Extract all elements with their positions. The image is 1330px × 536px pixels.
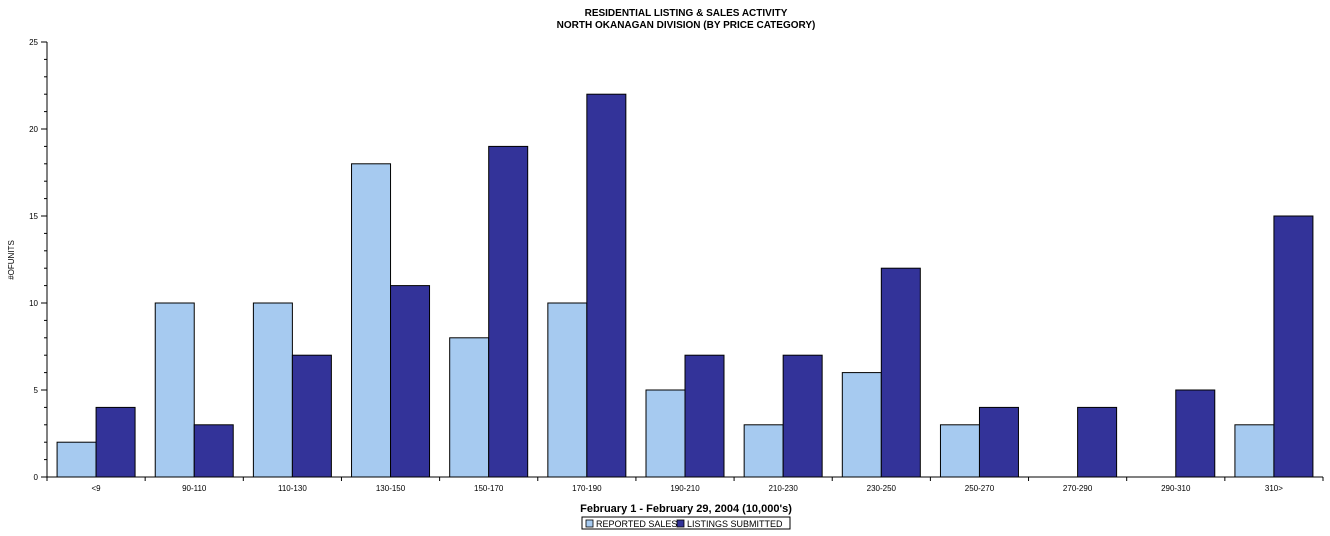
x-tick-label: 250-270 — [965, 484, 995, 493]
bar-listings-submitted — [1175, 389, 1216, 478]
bar-reported-sales — [252, 302, 293, 478]
x-tick-label: 210-230 — [768, 484, 798, 493]
y-tick-label: 25 — [29, 38, 38, 47]
bar-listings-submitted — [782, 354, 823, 478]
x-tick-label: 190-210 — [670, 484, 700, 493]
bar-reported-sales — [449, 337, 490, 478]
bar-listings-submitted — [1077, 406, 1118, 478]
y-tick-label: 20 — [29, 125, 38, 134]
bar-listings-submitted — [880, 267, 921, 478]
legend-box — [581, 516, 791, 530]
plot-area: 0 5 10 15 20 25 <9 90-110 110-130 130-150 150-170 1… — [29, 38, 1324, 493]
chart-subtitle: NORTH OKANAGAN DIVISION (BY PRICE CATEGO… — [557, 20, 816, 31]
legend: REPORTED SALES LISTINGS SUBMITTED — [581, 516, 791, 530]
bar-listings-submitted — [193, 424, 234, 478]
legend-swatch — [676, 519, 685, 528]
x-tick-label: 170-190 — [572, 484, 602, 493]
bar-listings-submitted — [586, 93, 627, 478]
x-tick-label: 290-310 — [1161, 484, 1191, 493]
x-axis-title: February 1 - February 29, 2004 (10,000's… — [580, 503, 792, 515]
bar-reported-sales — [351, 163, 392, 478]
bar-listings-submitted — [684, 354, 725, 478]
legend-swatch — [585, 519, 594, 528]
bar-listings-submitted — [1273, 215, 1314, 478]
y-tick-label: 15 — [29, 212, 38, 221]
bar-reported-sales — [56, 441, 97, 478]
y-axis-title: #OFUNITS — [7, 240, 16, 280]
x-tick-label: 230-250 — [867, 484, 897, 493]
y-tick-label: 10 — [29, 299, 38, 308]
x-tick-label: 130-150 — [376, 484, 406, 493]
legend-label: LISTINGS SUBMITTED — [687, 519, 783, 529]
x-tick-label: 90-110 — [182, 484, 207, 493]
bar-listings-submitted — [291, 354, 332, 478]
x-tick-label: 110-130 — [278, 484, 307, 493]
x-tick-label: <9 — [92, 484, 102, 493]
bar-reported-sales — [1234, 424, 1275, 478]
y-tick-label: 0 — [34, 473, 39, 482]
x-tick-label: 310> — [1265, 484, 1283, 493]
bar-listings-submitted — [95, 406, 136, 478]
chart-title: RESIDENTIAL LISTING & SALES ACTIVITY — [585, 8, 788, 19]
bar-reported-sales — [645, 389, 686, 478]
bar-reported-sales — [743, 424, 784, 478]
bar-reported-sales — [841, 372, 882, 478]
legend-label: REPORTED SALES — [596, 519, 677, 529]
bar-listings-submitted — [488, 145, 529, 478]
x-tick-label: 150-170 — [474, 484, 504, 493]
bar-listings-submitted — [390, 285, 431, 478]
x-tick-label: 270-290 — [1063, 484, 1093, 493]
bar-reported-sales — [154, 302, 195, 478]
bar-listings-submitted — [978, 406, 1019, 478]
bar-reported-sales — [547, 302, 588, 478]
bar-reported-sales — [939, 424, 980, 478]
y-tick-label: 5 — [34, 386, 39, 395]
